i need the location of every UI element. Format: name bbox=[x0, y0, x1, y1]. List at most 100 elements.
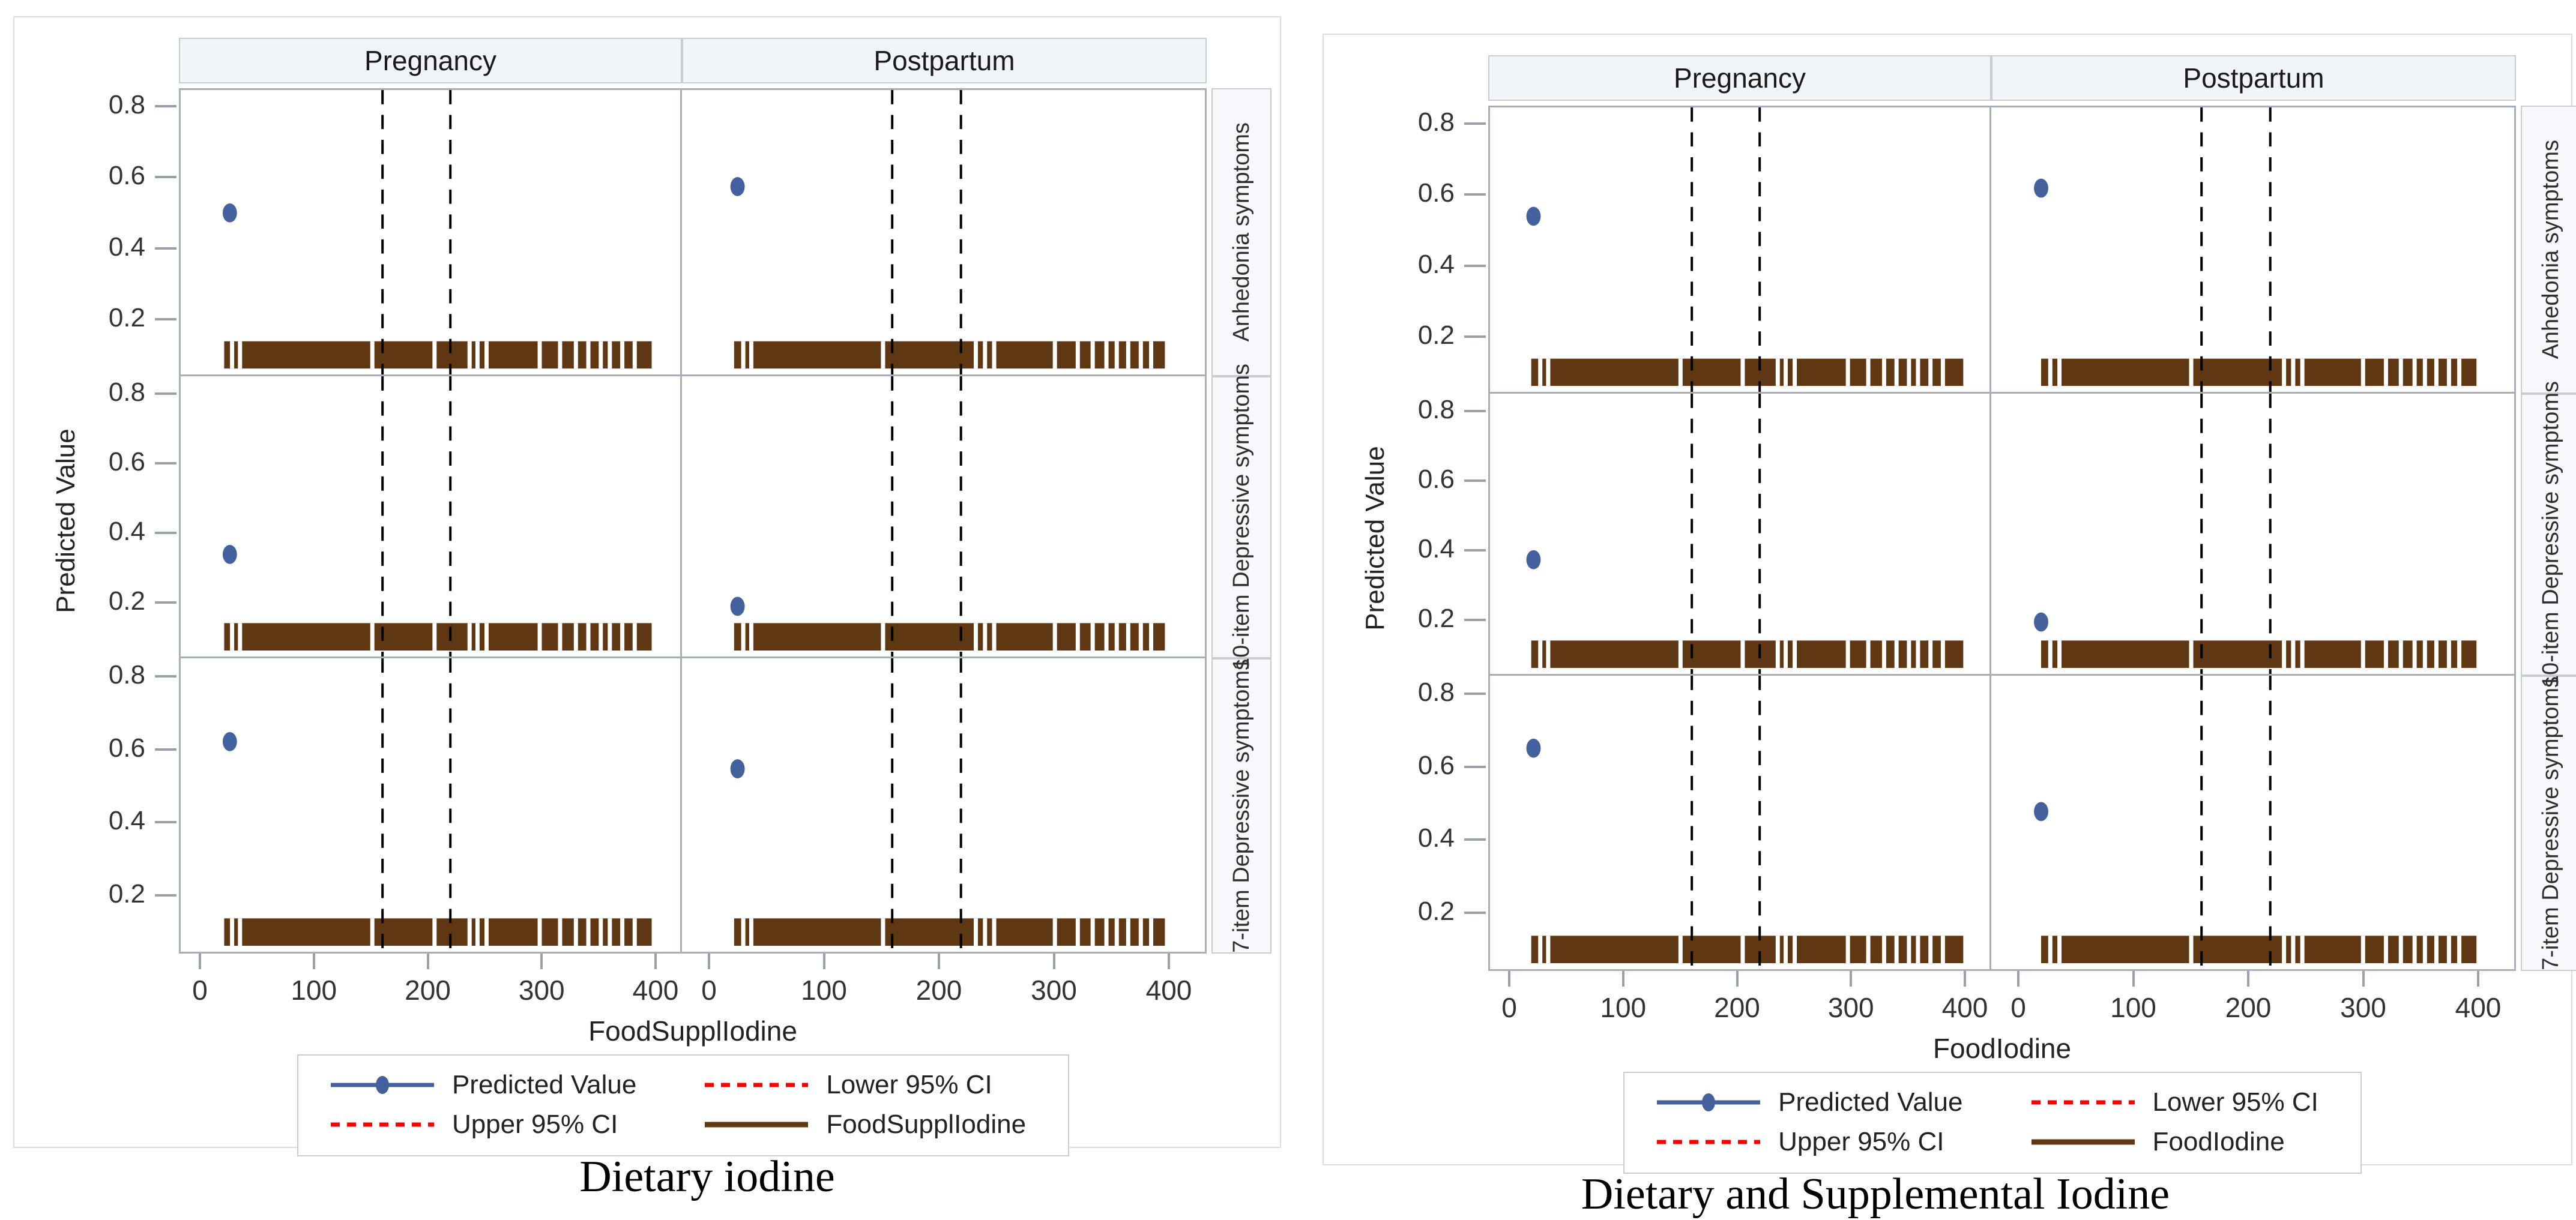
x-tick-mark bbox=[1964, 971, 1966, 987]
panel-postpartum-anhedonia bbox=[682, 88, 1207, 376]
y-axis-ticks-row3: 0.8 0.6 0.4 0.2 bbox=[1326, 676, 1488, 971]
y-tick-mark bbox=[1464, 911, 1486, 914]
x-tick-mark bbox=[2132, 971, 2135, 987]
panel-plot-postpartum-dep10 bbox=[2034, 394, 2477, 674]
row-strip-dep10: 10-item Depressive symptoms bbox=[1211, 364, 1271, 671]
x-tick-label: 200 bbox=[1714, 992, 1760, 1023]
chart-box-left: Pregnancy Postpartum 0.8 0.6 0.4 0.2 Anhedonia… bbox=[13, 16, 1281, 1156]
y-tick-mark bbox=[1464, 838, 1486, 841]
legend-label: FoodIodine bbox=[2152, 1127, 2285, 1156]
y-tick-mark bbox=[1464, 693, 1486, 696]
rug-fringe bbox=[2041, 640, 2477, 669]
figure-right: Pregnancy Postpartum 0.8 0.6 0.4 0.2 Anhedonia… bbox=[1323, 34, 2576, 1220]
rug-fringe bbox=[734, 918, 1165, 946]
row-strip-anhedonia: Anhedonia symptoms bbox=[2521, 106, 2576, 394]
legend-item-ci: Lower 95% CI bbox=[702, 1070, 1026, 1100]
panel-plot-pregnancy-anhedonia bbox=[222, 90, 652, 374]
row-strip-dep10: 10-item Depressive symptoms bbox=[2521, 381, 2576, 688]
y-tick-label: 0.8 bbox=[1417, 678, 1455, 708]
x-tick-mark bbox=[1850, 971, 1853, 987]
panel-postpartum-dep10 bbox=[682, 376, 1207, 658]
x-tick-label: 100 bbox=[1600, 992, 1647, 1023]
predicted-marker bbox=[222, 732, 237, 751]
row-strip-dep7: 7-item Depressive symptoms bbox=[1211, 658, 1271, 954]
y-axis-ticks-row2: 0.8 0.6 0.4 0.2 bbox=[17, 376, 179, 658]
y-axis-ticks-row3: 0.8 0.6 0.4 0.2 bbox=[17, 658, 179, 954]
y-tick-mark bbox=[1464, 619, 1486, 622]
y-axis-ticks-row2: 0.8 0.6 0.4 0.2 bbox=[1326, 394, 1488, 676]
legend-label: Predicted Value bbox=[1778, 1087, 1963, 1117]
figure-caption-left: Dietary iodine bbox=[579, 1152, 835, 1201]
y-tick-label: 0.8 bbox=[108, 377, 145, 407]
y-tick-mark bbox=[155, 104, 176, 107]
legend-item-ci: Upper 95% CI bbox=[1654, 1127, 1962, 1157]
legend-label: FoodSupplIodine bbox=[826, 1110, 1027, 1139]
y-tick-mark bbox=[1464, 549, 1486, 552]
figure-caption-right: Dietary and Supplemental Iodine bbox=[1581, 1170, 2170, 1219]
panel-pregnancy-dep10 bbox=[179, 376, 682, 658]
x-tick-label: 300 bbox=[1827, 992, 1874, 1023]
x-tick-label: 200 bbox=[915, 975, 962, 1006]
row-strip-label: 10-item Depressive symptoms bbox=[2538, 381, 2563, 688]
x-axis-ticks-pregnancy: 0 100 200 300 400 bbox=[1488, 971, 1991, 1024]
y-tick-mark bbox=[155, 748, 176, 751]
x-tick-mark bbox=[1052, 954, 1055, 969]
predicted-marker bbox=[730, 596, 745, 616]
row-strip-label: 10-item Depressive symptoms bbox=[1228, 364, 1254, 671]
x-tick-label: 400 bbox=[2455, 992, 2502, 1023]
panel-plot-postpartum-anhedonia bbox=[2034, 107, 2477, 392]
y-tick-label: 0.8 bbox=[108, 89, 145, 119]
legend-item-predicted: Predicted Value bbox=[328, 1070, 636, 1100]
y-tick-mark bbox=[155, 392, 176, 395]
plot-grid: Pregnancy Postpartum 0.8 0.6 0.4 0.2 Anhedonia… bbox=[14, 17, 1280, 1156]
rug-fringe bbox=[1531, 358, 1964, 386]
panel-pregnancy-anhedonia bbox=[179, 88, 682, 376]
x-axis-ticks-postpartum: 0 100 200 300 400 bbox=[1991, 971, 2516, 1024]
legend-item-ci: Lower 95% CI bbox=[2029, 1087, 2318, 1117]
y-tick-mark bbox=[1464, 264, 1486, 267]
legend-label: Lower 95% CI bbox=[826, 1070, 992, 1099]
x-tick-mark bbox=[2362, 971, 2365, 987]
panel-plot-postpartum-dep7 bbox=[2034, 676, 2477, 969]
x-tick-label: 300 bbox=[1031, 975, 1077, 1006]
legend-item-predicted: Predicted Value bbox=[1654, 1087, 1963, 1117]
y-tick-label: 0.6 bbox=[108, 161, 145, 191]
y-tick-mark bbox=[155, 318, 176, 321]
row-strip-label: Anhedonia symptoms bbox=[1228, 122, 1254, 342]
panel-pregnancy-dep10 bbox=[1488, 394, 1991, 676]
column-header-pregnancy: Pregnancy bbox=[179, 38, 682, 83]
panel-postpartum-dep7 bbox=[682, 658, 1207, 954]
column-header-label: Pregnancy bbox=[1674, 62, 1806, 94]
legend-label: Upper 95% CI bbox=[1778, 1127, 1944, 1156]
y-tick-label: 0.8 bbox=[1417, 107, 1455, 137]
x-tick-label: 100 bbox=[2110, 992, 2156, 1023]
y-tick-label: 0.4 bbox=[1417, 534, 1455, 564]
y-tick-label: 0.2 bbox=[1417, 320, 1455, 350]
panel-plot-postpartum-dep7 bbox=[730, 658, 1165, 952]
y-tick-label: 0.6 bbox=[1417, 750, 1455, 780]
legend-label: Predicted Value bbox=[451, 1070, 637, 1099]
y-tick-label: 0.6 bbox=[1417, 178, 1455, 208]
x-tick-mark bbox=[1168, 954, 1170, 969]
column-header-label: Pregnancy bbox=[364, 45, 496, 76]
rug-fringe bbox=[224, 341, 652, 369]
legend-label: Lower 95% CI bbox=[2152, 1087, 2318, 1117]
y-tick-label: 0.8 bbox=[1417, 395, 1455, 424]
y-tick-label: 0.4 bbox=[108, 517, 145, 547]
x-axis-ticks-pregnancy: 0 100 200 300 400 bbox=[179, 954, 682, 1006]
predicted-swatch-marker bbox=[375, 1076, 389, 1094]
column-header-label: Postpartum bbox=[2183, 62, 2324, 94]
rug-fringe bbox=[1531, 936, 1964, 964]
x-tick-label: 0 bbox=[192, 975, 208, 1006]
x-tick-label: 0 bbox=[701, 975, 717, 1006]
y-tick-mark bbox=[155, 247, 176, 250]
predicted-marker bbox=[730, 177, 745, 196]
x-tick-label: 0 bbox=[2010, 992, 2026, 1023]
y-tick-mark bbox=[1464, 193, 1486, 196]
y-tick-label: 0.4 bbox=[108, 232, 145, 262]
y-tick-mark bbox=[1464, 765, 1486, 768]
predicted-marker bbox=[1526, 738, 1541, 758]
y-tick-label: 0.2 bbox=[108, 879, 145, 909]
panel-postpartum-dep10 bbox=[1991, 394, 2516, 676]
panel-plot-pregnancy-anhedonia bbox=[1526, 107, 1964, 392]
